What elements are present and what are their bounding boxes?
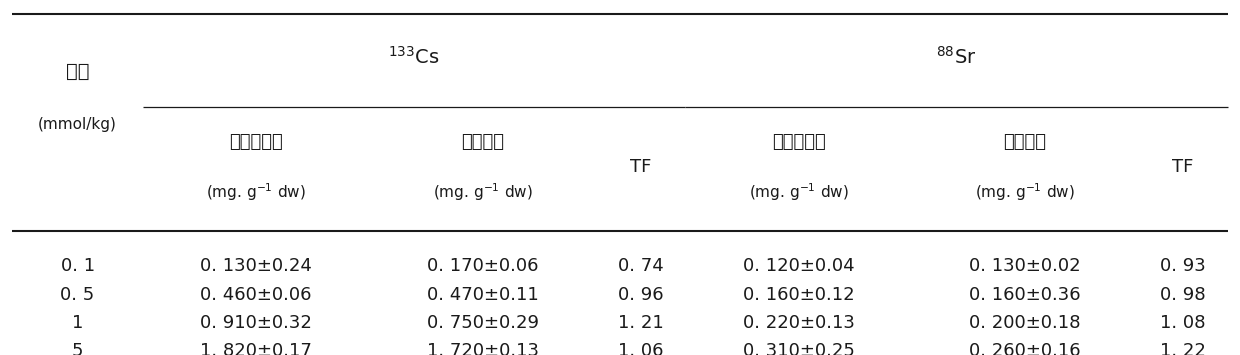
Text: 0. 5: 0. 5 [61, 286, 94, 304]
Text: (mg. g$^{-1}$ dw): (mg. g$^{-1}$ dw) [749, 181, 848, 203]
Text: 根系含量: 根系含量 [1003, 133, 1047, 151]
Text: 0. 170±0.06: 0. 170±0.06 [427, 257, 538, 275]
Text: 0. 460±0.06: 0. 460±0.06 [201, 286, 312, 304]
Text: 0. 910±0.32: 0. 910±0.32 [200, 314, 312, 332]
Text: 5: 5 [72, 343, 83, 355]
Text: 地上部含量: 地上部含量 [229, 133, 283, 151]
Text: $^{133}$Cs: $^{133}$Cs [388, 46, 440, 68]
Text: 0. 200±0.18: 0. 200±0.18 [970, 314, 1081, 332]
Text: 0. 220±0.13: 0. 220±0.13 [743, 314, 854, 332]
Text: 1. 820±0.17: 1. 820±0.17 [200, 343, 312, 355]
Text: 1. 22: 1. 22 [1161, 343, 1207, 355]
Text: 0. 260±0.16: 0. 260±0.16 [970, 343, 1081, 355]
Text: 1. 720±0.13: 1. 720±0.13 [427, 343, 538, 355]
Text: 0. 470±0.11: 0. 470±0.11 [427, 286, 538, 304]
Text: TF: TF [630, 158, 651, 176]
Text: (mg. g$^{-1}$ dw): (mg. g$^{-1}$ dw) [433, 181, 533, 203]
Text: (mg. g$^{-1}$ dw): (mg. g$^{-1}$ dw) [206, 181, 306, 203]
Text: 根系含量: 根系含量 [461, 133, 505, 151]
Text: 1. 06: 1. 06 [618, 343, 663, 355]
Text: $^{88}$Sr: $^{88}$Sr [936, 46, 977, 68]
Text: 0. 93: 0. 93 [1161, 257, 1205, 275]
Text: 1. 08: 1. 08 [1161, 314, 1205, 332]
Text: 0. 310±0.25: 0. 310±0.25 [743, 343, 854, 355]
Text: 0. 750±0.29: 0. 750±0.29 [427, 314, 538, 332]
Text: 0. 160±0.12: 0. 160±0.12 [743, 286, 854, 304]
Text: 1: 1 [72, 314, 83, 332]
Text: 0. 1: 0. 1 [61, 257, 94, 275]
Text: (mmol/kg): (mmol/kg) [38, 117, 117, 132]
Text: (mg. g$^{-1}$ dw): (mg. g$^{-1}$ dw) [975, 181, 1075, 203]
Text: 地上部含量: 地上部含量 [771, 133, 826, 151]
Text: 处理: 处理 [66, 61, 89, 81]
Text: 0. 130±0.02: 0. 130±0.02 [970, 257, 1081, 275]
Text: 0. 96: 0. 96 [618, 286, 663, 304]
Text: 1. 21: 1. 21 [618, 314, 663, 332]
Text: 0. 120±0.04: 0. 120±0.04 [743, 257, 854, 275]
Text: 0. 98: 0. 98 [1161, 286, 1205, 304]
Text: 0. 160±0.36: 0. 160±0.36 [970, 286, 1081, 304]
Text: 0. 130±0.24: 0. 130±0.24 [200, 257, 312, 275]
Text: TF: TF [1172, 158, 1194, 176]
Text: 0. 74: 0. 74 [618, 257, 663, 275]
